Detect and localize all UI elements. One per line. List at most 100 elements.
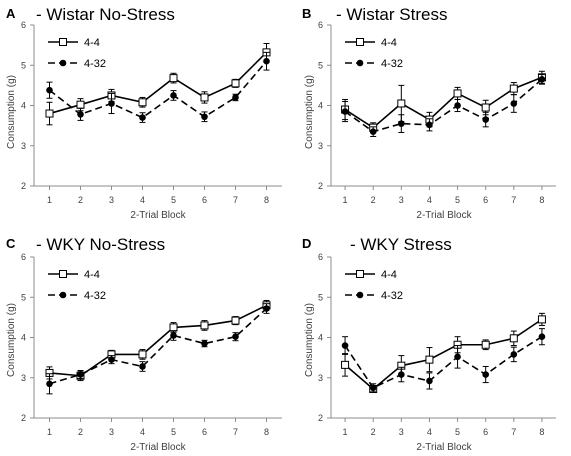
panel-c-legend-marker <box>59 291 67 299</box>
panel-a-legend-marker <box>59 38 67 46</box>
panel-a: A - Wistar No-Stress Consumption (g) 2-T… <box>6 5 282 221</box>
panel-c-point-circle <box>170 332 177 339</box>
panel-b-legend-marker <box>356 59 364 67</box>
panel-a-x-tick-label: 3 <box>109 195 114 205</box>
panel-d-point-circle <box>454 353 461 361</box>
panel-c-point-circle <box>46 380 53 388</box>
panel-b-y-tick-label: 6 <box>318 20 323 30</box>
panel-a-x-tick-label: 8 <box>264 195 269 205</box>
panel-c-x-tick-label: 7 <box>233 427 238 437</box>
panel-d-point-circle <box>482 371 489 378</box>
panel-c-point-square <box>200 321 209 330</box>
panel-c-plot: 2 3 4 5 6 1 2 3 4 5 6 7 8 4-4 4-32 <box>21 252 282 437</box>
panel-a-title: - Wistar No-Stress <box>36 5 175 24</box>
panel-c-x-tick-label: 8 <box>264 427 269 437</box>
panel-c-series-line-4-32 <box>49 307 268 385</box>
panel-d-y-tick-label: 3 <box>318 373 323 383</box>
panel-a-letter: A <box>6 6 16 21</box>
panel-b-x-tick-label: 4 <box>427 195 432 205</box>
panel-b-point-square <box>453 89 462 98</box>
panel-a-point-square <box>200 93 209 102</box>
panel-b-x-tick-label: 6 <box>483 195 488 205</box>
panel-b-point-circle <box>510 100 518 107</box>
panel-c-point-circle <box>77 371 84 378</box>
panel-d-x-axis-label: 2-Trial Block <box>416 442 472 453</box>
panel-c-title: - WKY No-Stress <box>36 235 165 254</box>
panel-b-point-circle <box>538 76 546 83</box>
panel-d-x-tick-label: 6 <box>483 427 488 437</box>
panel-a-y-tick-label: 3 <box>21 141 26 151</box>
panel-b-y-tick-label: 2 <box>318 181 323 191</box>
panel-b-point-square <box>397 99 406 108</box>
panel-b-y-axis-label: Consumption (g) <box>304 75 315 149</box>
panel-b-x-tick-label: 2 <box>371 195 376 205</box>
panel-d-legend-label: 4-32 <box>381 290 403 302</box>
panel-c-letter: C <box>6 236 16 251</box>
panel-a-point-circle <box>201 113 208 121</box>
panel-d-letter: D <box>302 236 311 251</box>
panel-a-x-tick-label: 6 <box>202 195 207 205</box>
panel-a-y-tick-label: 4 <box>21 101 26 111</box>
panel-c-y-tick-label: 4 <box>21 333 26 343</box>
panel-c-point-square <box>231 316 240 325</box>
panel-a-point-circle <box>46 86 53 94</box>
panel-a-x-tick-label: 1 <box>47 195 52 205</box>
panel-c-point-square <box>138 350 147 359</box>
panel-a-point-circle <box>77 111 84 118</box>
panel-d-x-tick-label: 5 <box>455 427 460 437</box>
panel-d-point-square <box>537 315 546 324</box>
panel-c-point-square <box>169 323 178 332</box>
panel-b-legend-marker <box>356 38 364 46</box>
panel-c-x-tick-label: 1 <box>47 427 52 437</box>
panel-b-x-tick-label: 3 <box>399 195 404 205</box>
panel-d-point-circle <box>510 351 518 358</box>
panel-d-y-tick-label: 5 <box>318 292 323 302</box>
panel-b-series-line-4-4 <box>344 76 543 129</box>
panel-c-y-tick-label: 2 <box>21 413 26 423</box>
panel-d-x-tick-label: 7 <box>511 427 516 437</box>
panel-c-y-tick-label: 5 <box>21 292 26 302</box>
panel-a-legend-marker <box>59 59 67 67</box>
panel-d-x-tick-label: 3 <box>399 427 404 437</box>
panel-a-point-square <box>138 98 147 107</box>
panel-c-y-axis-label: Consumption (g) <box>6 303 17 377</box>
panel-d-point-circle <box>538 333 546 340</box>
panel-a-point-circle <box>263 57 270 65</box>
panel-c-y-tick-label: 6 <box>21 252 26 262</box>
panel-a-legend-label: 4-32 <box>84 58 106 70</box>
panel-c-x-tick-label: 6 <box>202 427 207 437</box>
panel-b-legend-label: 4-32 <box>381 58 403 70</box>
panel-a-point-circle <box>108 100 115 107</box>
panel-c-legend-label: 4-4 <box>84 269 100 281</box>
panel-a-x-tick-label: 5 <box>171 195 176 205</box>
panel-b-point-circle <box>454 102 461 109</box>
panel-a-point-square <box>231 79 240 88</box>
panel-c-point-circle <box>201 340 208 347</box>
panel-d-y-tick-label: 2 <box>318 413 323 423</box>
panel-a-x-tick-label: 4 <box>140 195 145 205</box>
panel-b-y-tick-label: 5 <box>318 60 323 70</box>
panel-c-point-circle <box>139 363 146 370</box>
panel-b-y-tick-label: 3 <box>318 141 323 151</box>
panel-b-point-circle <box>426 121 433 129</box>
panel-c-x-tick-label: 5 <box>171 427 176 437</box>
panel-a-series-line-4-32 <box>49 60 268 119</box>
panel-c-x-tick-label: 2 <box>78 427 83 437</box>
panel-b-point-circle <box>369 128 377 135</box>
panel-a-point-circle <box>232 94 239 101</box>
panel-d-y-axis-label: Consumption (g) <box>304 303 315 377</box>
panel-b-legend-label: 4-4 <box>381 37 397 49</box>
panel-d-series-line-4-32 <box>344 336 543 389</box>
panel-d-plot: 2 3 4 5 6 1 2 3 4 5 6 7 8 4-4 4-32 <box>318 252 556 437</box>
panel-b-point-circle <box>341 108 349 115</box>
panel-d-legend-label: 4-4 <box>381 269 397 281</box>
panel-d-y-tick-label: 6 <box>318 252 323 262</box>
panel-d-point-circle <box>369 384 377 392</box>
panel-d-legend-marker <box>356 291 364 299</box>
panel-b-point-square <box>509 84 518 93</box>
panel-a-point-circle <box>170 92 177 99</box>
panel-a-y-tick-label: 6 <box>21 20 26 30</box>
panel-b-plot: 2 3 4 5 6 1 2 3 4 5 6 7 8 4-4 4-32 <box>318 20 556 205</box>
panel-d-point-square <box>425 355 434 364</box>
panel-d-x-tick-label: 4 <box>427 427 432 437</box>
